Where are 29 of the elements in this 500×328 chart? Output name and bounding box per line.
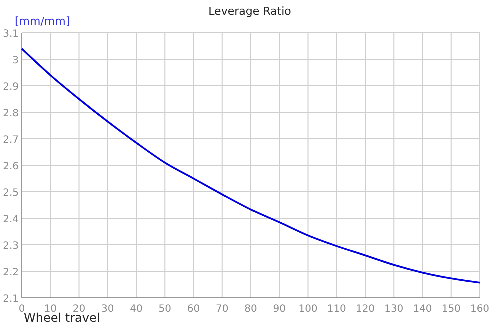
x-tick-label: 40 <box>130 304 143 315</box>
y-axis-title: [mm/mm] <box>15 15 70 28</box>
y-tick-label: 2.5 <box>3 188 19 199</box>
x-tick-label: 130 <box>384 304 404 315</box>
x-tick-label: 110 <box>327 304 346 315</box>
y-tick-label: 3.1 <box>3 29 19 40</box>
x-tick-label: 30 <box>102 304 114 315</box>
x-tick-label: 70 <box>216 304 229 315</box>
chart-title: Leverage Ratio <box>208 5 292 18</box>
x-tick-label: 80 <box>244 304 258 315</box>
x-tick-label: 100 <box>298 304 318 315</box>
y-tick-label: 2.8 <box>3 108 19 120</box>
y-tick-label: 3 <box>12 56 19 66</box>
y-tick-label: 2.7 <box>3 135 19 146</box>
line-series <box>21 48 481 284</box>
y-tick-label: 2.6 <box>3 162 19 172</box>
x-tick-label: 160 <box>470 304 490 315</box>
y-tick-label: 2.2 <box>3 268 19 278</box>
x-tick-label: 150 <box>442 304 461 315</box>
y-tick-label: 2.9 <box>3 82 19 93</box>
x-tick-label: 60 <box>187 304 200 315</box>
y-tick-label: 2.1 <box>3 294 19 305</box>
x-tick-label: 120 <box>356 304 376 315</box>
x-tick-label: 0 <box>18 304 26 315</box>
y-tick-label: 2.4 <box>3 214 19 226</box>
x-tick-label: 50 <box>158 304 172 315</box>
x-tick-label: 90 <box>273 304 286 315</box>
x-tick-label: 140 <box>413 304 432 315</box>
y-tick-label: 2.3 <box>3 241 19 252</box>
